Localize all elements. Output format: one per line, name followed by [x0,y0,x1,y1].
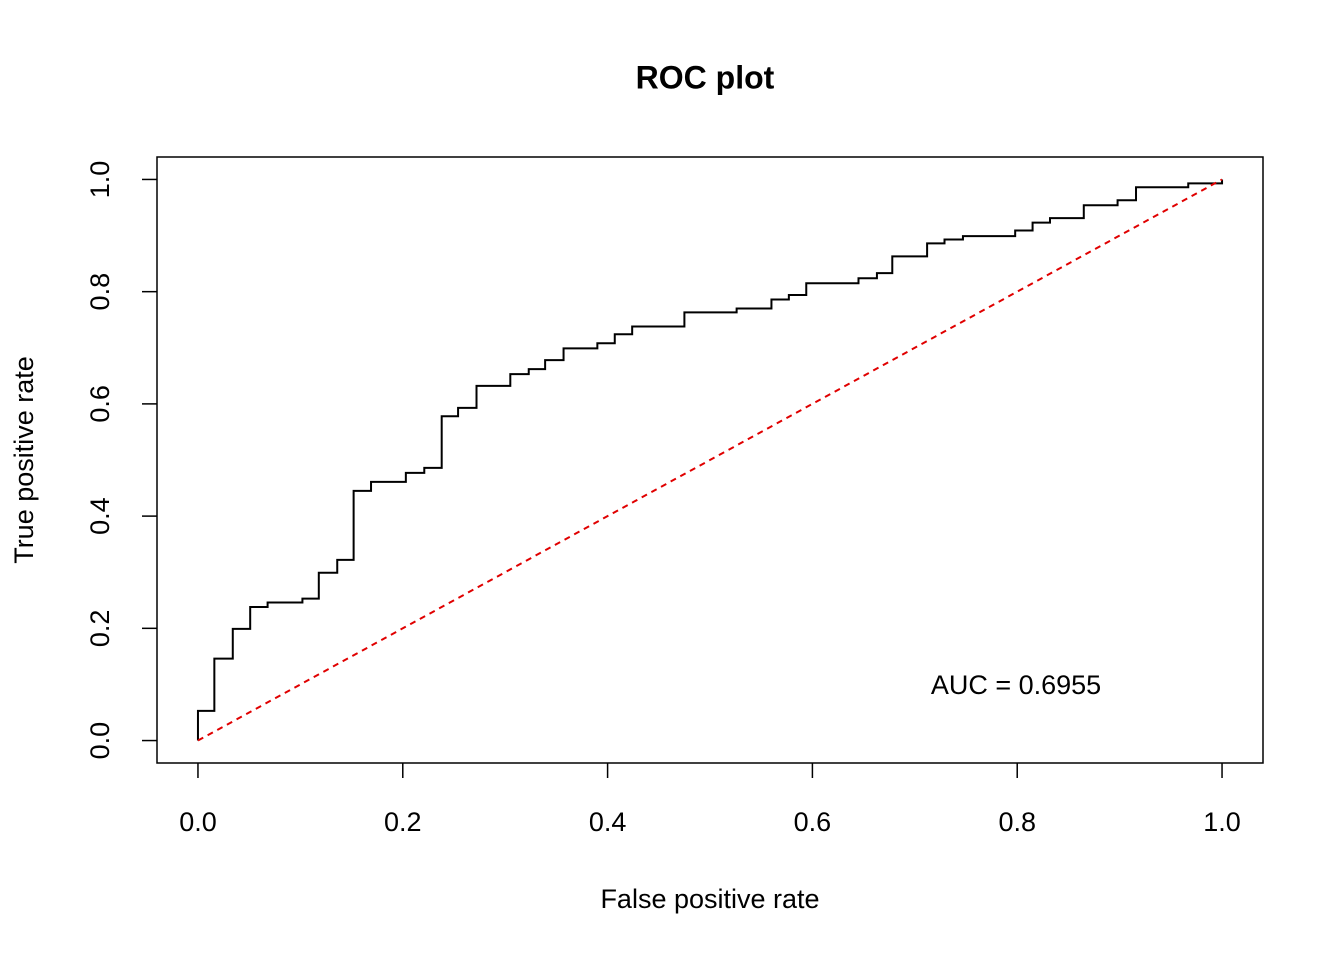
annotation: AUC = 0.6955 [931,670,1101,700]
chart-title: ROC plot [636,59,775,95]
y-tick-label: 0.8 [85,273,115,311]
plot-frame [156,156,1264,764]
x-tick-label: 0.0 [179,807,217,837]
x-tick-label: 0.6 [794,807,832,837]
x-tick-label: 0.2 [384,807,422,837]
y-tick-label: 0.0 [85,722,115,760]
y-axis-label: True positive rate [9,356,39,564]
y-tick-label: 0.4 [85,497,115,535]
x-tick-label: 1.0 [1203,807,1241,837]
x-axis-label: False positive rate [600,884,819,914]
y-tick-label: 0.6 [85,385,115,423]
x-tick-label: 0.4 [589,807,627,837]
series-line [197,178,1223,742]
y-tick-label: 0.2 [85,610,115,648]
x-tick-label: 0.8 [998,807,1036,837]
series-line [196,179,1224,741]
y-tick-label: 1.0 [85,161,115,199]
